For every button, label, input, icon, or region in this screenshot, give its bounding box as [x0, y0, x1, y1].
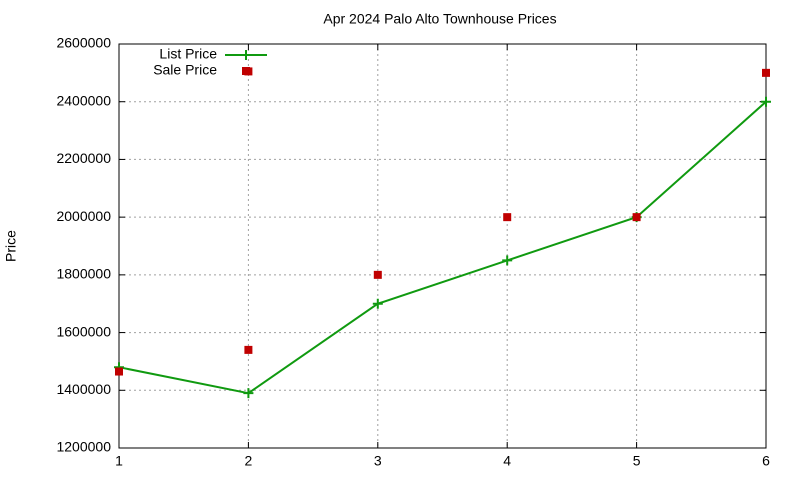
data-point	[762, 68, 770, 77]
series-line	[118, 100, 767, 395]
x-tick-label: 3	[374, 453, 382, 469]
legend-marker	[241, 50, 251, 60]
legend-label: List Price	[159, 46, 217, 62]
data-point	[632, 213, 641, 222]
legend-label: Sale Price	[153, 62, 217, 78]
x-tick-label: 5	[633, 453, 641, 469]
y-tick-label: 2400000	[56, 92, 111, 108]
x-tick-label: 4	[503, 453, 511, 469]
data-point	[373, 270, 382, 279]
y-tick-label: 2600000	[56, 35, 111, 51]
y-tick-label: 1400000	[56, 381, 111, 397]
x-tick-label: 6	[762, 453, 770, 469]
data-point	[115, 367, 123, 376]
legend-marker	[242, 67, 250, 75]
y-tick-label: 2000000	[56, 208, 111, 224]
data-point	[761, 96, 771, 107]
data-point	[243, 388, 254, 399]
data-point	[372, 298, 383, 309]
y-tick-label: 2200000	[56, 150, 111, 166]
data-point	[502, 255, 513, 266]
x-tick-label: 2	[245, 453, 253, 469]
plot-border	[118, 43, 767, 449]
y-axis-label: Price	[3, 230, 19, 262]
y-tick-label: 1800000	[56, 266, 111, 282]
x-tick-label: 1	[115, 453, 123, 469]
data-point	[244, 345, 253, 354]
y-tick-label: 1200000	[56, 439, 111, 455]
data-point	[503, 213, 512, 222]
y-tick-label: 1600000	[56, 323, 111, 339]
chart-title: Apr 2024 Palo Alto Townhouse Prices	[323, 11, 556, 27]
